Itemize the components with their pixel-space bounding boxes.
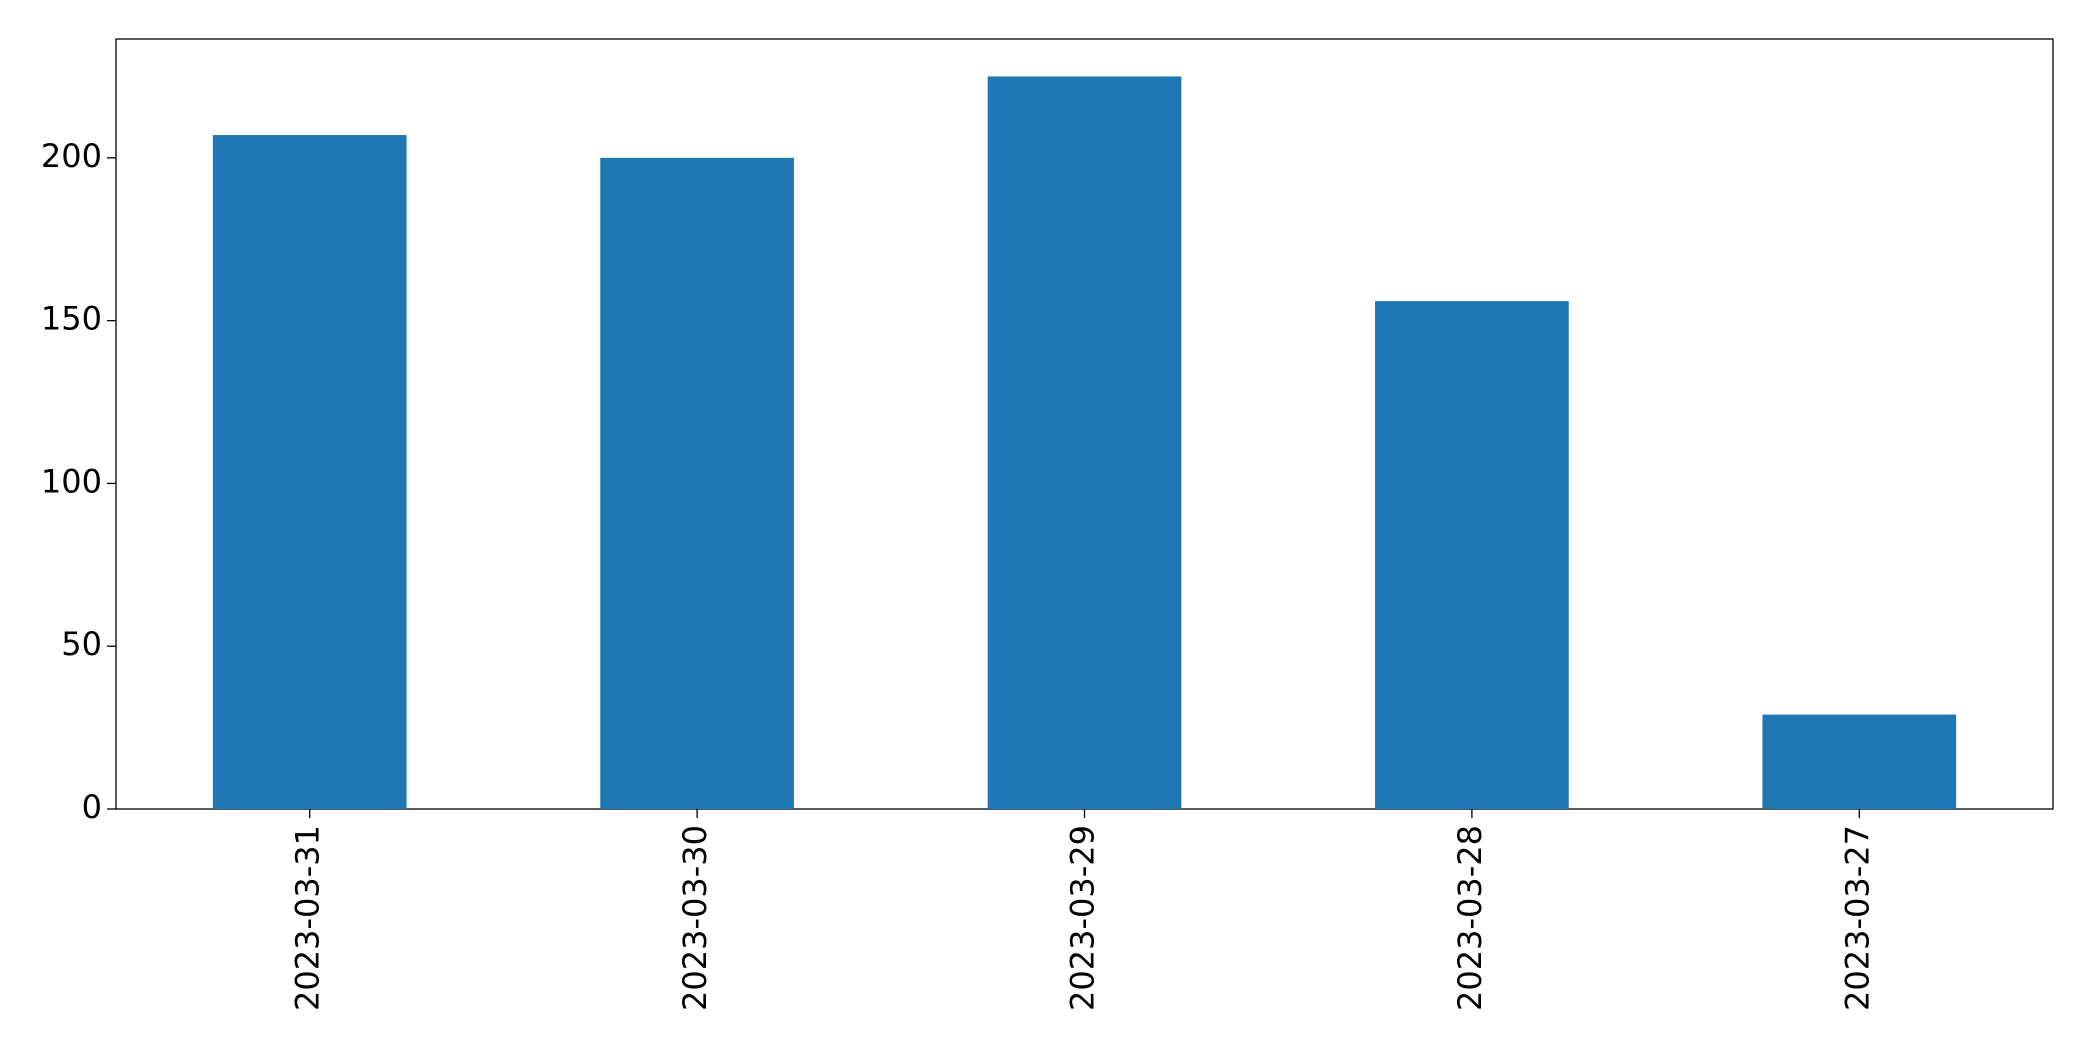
bar — [987, 76, 1182, 809]
bar — [212, 135, 407, 809]
bar — [1762, 714, 1957, 809]
y-tick-label: 200 — [41, 137, 102, 175]
x-tick-label: 2023-03-29 — [1064, 825, 1102, 1011]
x-tick-label: 2023-03-31 — [289, 825, 327, 1011]
bar — [600, 157, 794, 809]
y-tick-label: 100 — [41, 462, 102, 500]
y-tick-label: 0 — [82, 788, 102, 826]
y-tick-label: 150 — [41, 300, 102, 338]
y-tick-label: 50 — [61, 625, 102, 663]
x-tick-label: 2023-03-28 — [1451, 825, 1489, 1011]
bar — [1375, 301, 1569, 809]
x-tick-label: 2023-03-27 — [1838, 825, 1876, 1011]
x-tick-label: 2023-03-30 — [676, 825, 714, 1011]
